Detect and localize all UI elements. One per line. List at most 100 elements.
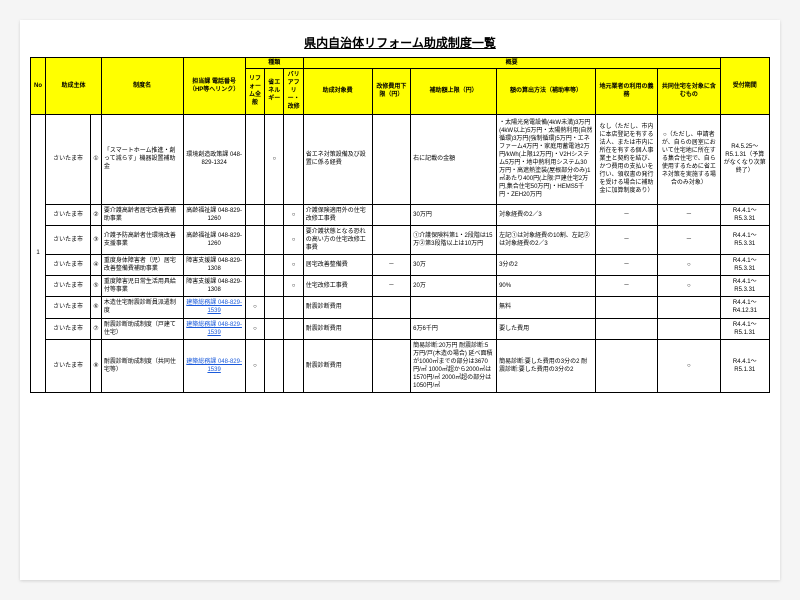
cell-period: R4.4.1〜R5.3.31 [720,254,770,275]
cell-dept: 障害支援課 048-829-1308 [183,254,245,275]
cell-shared: ○ [658,339,720,393]
cell-upper: 30万 [411,254,497,275]
cell-idx: ⑥ [91,297,102,318]
cell-t2 [265,276,284,297]
cell-period: R4.4.1〜R5.3.31 [720,225,770,254]
cell-upper: ①介護保険料第1・2段階は15万②第3段階以上は10万円 [411,225,497,254]
cell-idx: ⑧ [91,339,102,393]
col-t2: 省エネルギー [265,69,284,114]
cell-period: R4.4.1〜R5.1.31 [720,318,770,339]
cell-system: 耐震診断助成制度（戸建て住宅） [101,318,183,339]
cell-local: － [595,254,657,275]
cell-target: 省エネ対策設備及び設置に係る経費 [303,114,372,204]
cell-local: － [595,276,657,297]
cell-local [595,339,657,393]
cell-dept: 障害支援課 048-829-1308 [183,276,245,297]
cell-system: 重度身体障害者（児）居宅改善整備費補助事業 [101,254,183,275]
cell-t2 [265,339,284,393]
cell-upper: 30万円 [411,204,497,225]
cell-method: 3分の2 [497,254,596,275]
dept-link[interactable]: 建築総務課 048-829-1539 [186,359,242,373]
cell-idx: ① [91,114,102,204]
cell-upper: 20万 [411,276,497,297]
table-row: さいたま市⑧耐震診断助成制度（共同住宅等）建築総務課 048-829-1539○… [31,339,770,393]
dept-link[interactable]: 建築総務課 048-829-1539 [186,300,242,314]
cell-t1: ○ [245,297,264,318]
cell-body: さいたま市 [46,204,91,225]
cell-t1: ○ [245,339,264,393]
subsidy-table: No 助成主体 制度名 担当課 電話番号 （HP等へリンク） 種類 概要 受付期… [30,57,770,393]
cell-t2 [265,318,284,339]
cell-system: 要介護高齢者居宅改善費補助事業 [101,204,183,225]
cell-method: 90% [497,276,596,297]
cell-dept: 環境創造政策課 048-829-1324 [183,114,245,204]
cell-target: 介護保険適用外の住宅改修工事費 [303,204,372,225]
cell-t3 [284,297,303,318]
cell-period: R4.4.1〜R5.1.31 [720,339,770,393]
table-row: さいたま市③介護予防高齢者住環境改善支援事業高齢福祉課 048-829-1260… [31,225,770,254]
cell-local: － [595,225,657,254]
cell-t3: ○ [284,204,303,225]
cell-lower [372,114,411,204]
cell-method: ・太陽光発電設備(4kW未満)3万円(4kW以上)5万円・太陽熱利用(自然循環)… [497,114,596,204]
cell-t3: ○ [284,254,303,275]
cell-system: 介護予防高齢者住環境改善支援事業 [101,225,183,254]
col-shared: 共同住宅を対象に含むもの [658,69,720,114]
cell-t1 [245,114,264,204]
cell-t1 [245,225,264,254]
table-row: さいたま市②要介護高齢者居宅改善費補助事業高齢福祉課 048-829-1260○… [31,204,770,225]
table-row: さいたま市⑦耐震診断助成制度（戸建て住宅）建築総務課 048-829-1539○… [31,318,770,339]
cell-dept[interactable]: 建築総務課 048-829-1539 [183,339,245,393]
cell-t2: ○ [265,114,284,204]
cell-no: 1 [31,114,46,393]
cell-method: 対象経費の2／3 [497,204,596,225]
cell-method: 簡易診断:要した費用の3分の2 耐震診断:要した費用の3分の2 [497,339,596,393]
cell-t2 [265,254,284,275]
cell-lower [372,297,411,318]
col-lower: 改修費用下限（円） [372,69,411,114]
col-type-group: 種類 [245,58,303,69]
cell-dept[interactable]: 建築総務課 048-829-1539 [183,318,245,339]
cell-local [595,318,657,339]
cell-t3: ○ [284,276,303,297]
cell-t3 [284,339,303,393]
cell-system: 木造住宅耐震診断員派遣制度 [101,297,183,318]
table-row: さいたま市④重度身体障害者（児）居宅改善整備費補助事業障害支援課 048-829… [31,254,770,275]
cell-idx: ⑤ [91,276,102,297]
cell-period: R4.4.1〜R4.12.31 [720,297,770,318]
cell-lower [372,204,411,225]
cell-target: 耐震診断費用 [303,339,372,393]
col-method: 額の算出方法（補助率等） [497,69,596,114]
cell-target: 居宅改善整備費 [303,254,372,275]
cell-target: 耐震診断費用 [303,297,372,318]
cell-method: 左記①は対象経費の10割、左記②は対象経費の2／3 [497,225,596,254]
cell-t3 [284,114,303,204]
col-period: 受付期間 [720,58,770,115]
cell-t2 [265,204,284,225]
cell-upper: 6万6千円 [411,318,497,339]
table-row: さいたま市⑥木造住宅耐震診断員派遣制度建築総務課 048-829-1539○耐震… [31,297,770,318]
cell-lower [372,225,411,254]
cell-idx: ② [91,204,102,225]
table-row: 1さいたま市①「スマートホーム推進・創って減らす」機器設置補助金環境創造政策課 … [31,114,770,204]
table-row: さいたま市⑤重度障害児日常生活用具給付等事業障害支援課 048-829-1308… [31,276,770,297]
cell-period: R4.4.1〜R5.3.31 [720,276,770,297]
cell-target: 住宅改修工事費 [303,276,372,297]
cell-t1 [245,276,264,297]
col-upper: 補助額上限（円） [411,69,497,114]
col-dept: 担当課 電話番号 （HP等へリンク） [183,58,245,115]
cell-shared: ○（ただし、申請者が、自らの居室において住宅地に所在する集合住宅で、自ら使用する… [658,114,720,204]
cell-target: 耐震診断費用 [303,318,372,339]
cell-local: なし（ただし、市内に本店登記を有する法人、または市内に所在を有する個人事業主と契… [595,114,657,204]
cell-local: － [595,204,657,225]
page-title: 県内自治体リフォーム助成制度一覧 [30,34,770,51]
cell-dept[interactable]: 建築総務課 048-829-1539 [183,297,245,318]
col-t1: リフォーム全般 [245,69,264,114]
sheet: { "title": "県内自治体リフォーム助成制度一覧", "headers"… [20,20,780,580]
cell-shared: － [658,204,720,225]
cell-t2 [265,225,284,254]
cell-body: さいたま市 [46,318,91,339]
cell-upper: 簡易診断:20万円 耐震診断:5万円/戸(木造の場合) 延べ面積が1000㎡まで… [411,339,497,393]
col-body: 助成主体 [46,58,102,115]
dept-link[interactable]: 建築総務課 048-829-1539 [186,322,242,336]
